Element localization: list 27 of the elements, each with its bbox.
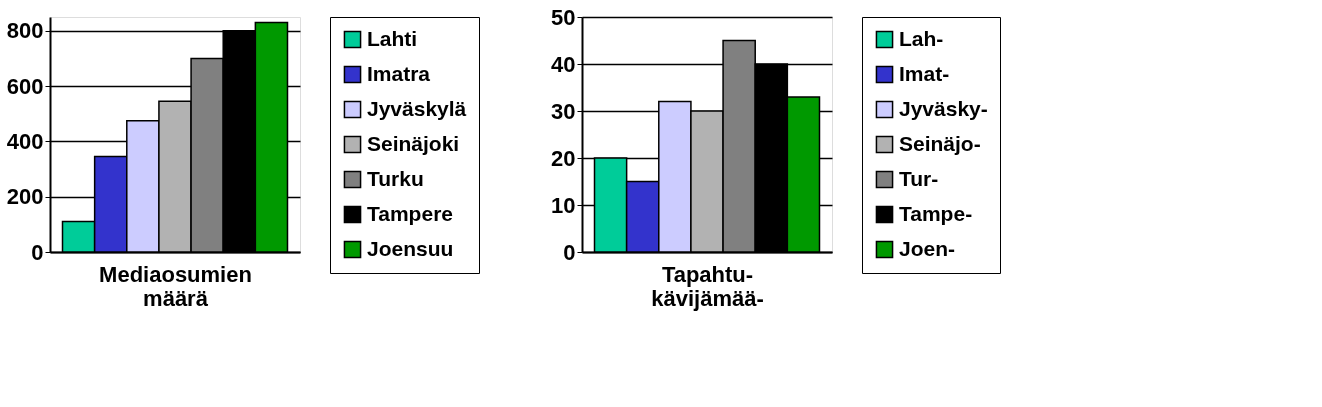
legend-label: Tur- xyxy=(899,166,939,190)
y-tick-label: 10 xyxy=(551,192,576,218)
legend-label: Tampe- xyxy=(899,201,973,225)
y-tick-label: 800 xyxy=(6,18,44,44)
y-tick-label: 400 xyxy=(6,128,44,154)
legend-label: Jyväsky- xyxy=(899,96,988,120)
legend-label: Turku xyxy=(367,166,424,190)
y-tick-label: 30 xyxy=(551,98,576,124)
x-axis-title: Tapahtu- kävijämää- xyxy=(651,261,764,311)
legend-label: Lah- xyxy=(899,26,944,50)
y-tick-label: 0 xyxy=(31,239,44,265)
y-tick-label: 20 xyxy=(551,145,576,171)
legend-label: Tampere xyxy=(367,201,453,225)
legend-label: Imatra xyxy=(367,61,431,85)
y-tick-label: 0 xyxy=(563,239,576,265)
x-axis-title: Mediaosumien määrä xyxy=(99,261,252,311)
legend-label: Seinäjoki xyxy=(367,131,460,155)
legend-label: Seinäjo- xyxy=(899,131,981,155)
legend-label: Imat- xyxy=(899,61,950,85)
y-tick-label: 50 xyxy=(551,4,576,30)
legend-label: Joen- xyxy=(899,236,956,260)
y-tick-label: 40 xyxy=(551,51,576,77)
y-tick-label: 600 xyxy=(6,73,44,99)
legend-label: Jyväskylä xyxy=(367,96,467,120)
legend-label: Joensuu xyxy=(367,236,454,260)
legend-label: Lahti xyxy=(367,26,418,50)
y-tick-label: 200 xyxy=(6,184,44,210)
